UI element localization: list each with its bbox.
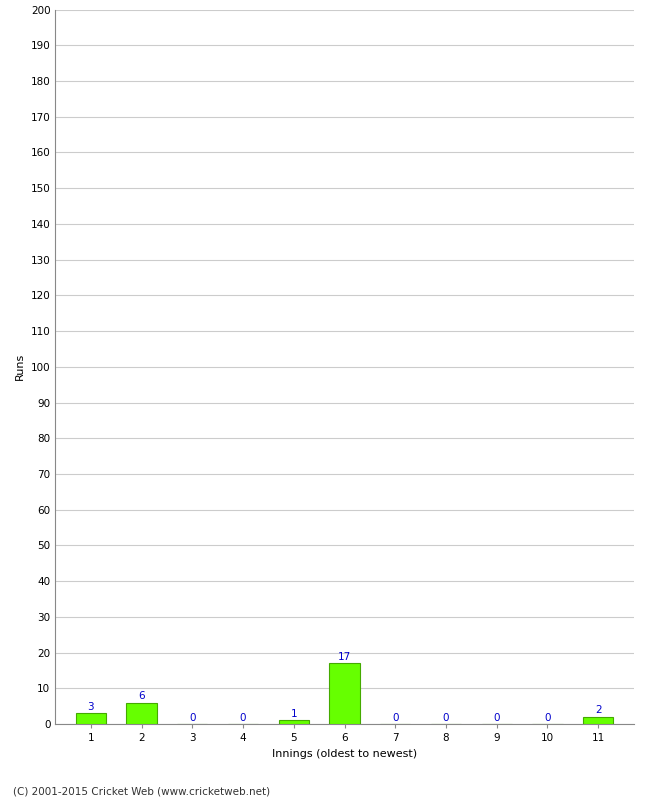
Text: 0: 0 [189,713,196,723]
Y-axis label: Runs: Runs [15,353,25,381]
Text: 17: 17 [338,652,351,662]
X-axis label: Innings (oldest to newest): Innings (oldest to newest) [272,749,417,758]
Text: 3: 3 [88,702,94,712]
Text: 6: 6 [138,691,145,701]
Text: 0: 0 [493,713,500,723]
Text: (C) 2001-2015 Cricket Web (www.cricketweb.net): (C) 2001-2015 Cricket Web (www.cricketwe… [13,786,270,796]
Text: 0: 0 [443,713,449,723]
Bar [279,721,309,724]
Text: 0: 0 [544,713,551,723]
Text: 0: 0 [240,713,246,723]
Bar [126,702,157,724]
Text: 1: 1 [291,709,297,719]
Bar [583,717,614,724]
Text: 2: 2 [595,706,601,715]
Text: 0: 0 [392,713,398,723]
Bar [330,663,359,724]
Bar [75,714,106,724]
